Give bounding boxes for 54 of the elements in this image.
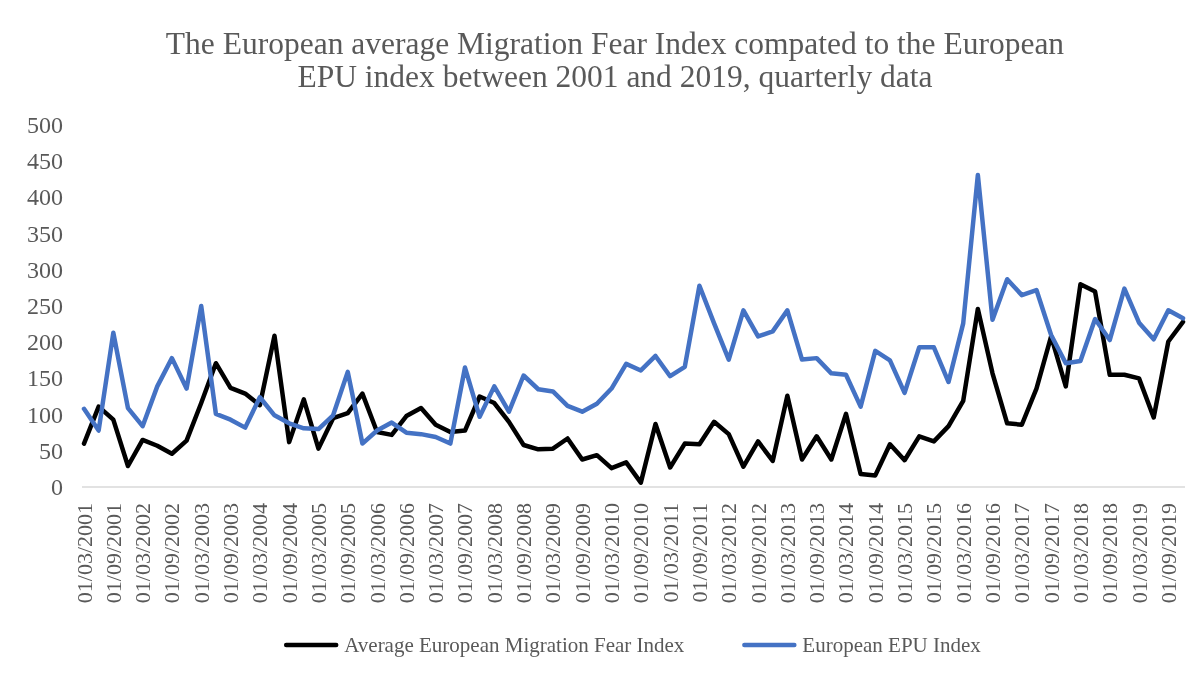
x-tick-label: 01/09/2011 [686,503,712,603]
line-series [81,172,1186,446]
y-tick-label: 450 [27,148,63,175]
x-tick-label: 01/09/2007 [452,503,478,604]
x-tick-label: 01/09/2006 [393,503,419,604]
x-tick-label: 01/03/2008 [481,503,507,604]
x-tick-label: 01/03/2016 [950,503,976,604]
x-tick-label: 01/09/2014 [862,503,888,604]
x-tick-label: 01/03/2004 [247,503,273,604]
x-tick-label: 01/03/2007 [423,503,449,604]
x-tick-label: 01/03/2014 [833,503,859,604]
x-tick-label: 01/03/2003 [188,503,214,604]
x-tick-label: 01/09/2001 [100,503,126,604]
y-tick-label: 150 [27,365,63,392]
x-tick-label: 01/03/2010 [599,503,625,604]
x-tick-label: 01/09/2008 [511,503,537,604]
legend-label: Average European Migration Fear Index [344,633,685,657]
x-tick-label: 01/03/2019 [1126,503,1152,604]
x-tick-label: 01/03/2013 [774,503,800,604]
x-tick-label: 01/09/2017 [1038,503,1064,604]
x-tick-label: 01/09/2018 [1097,503,1123,604]
x-tick-label: 01/09/2016 [980,503,1006,604]
y-tick-label: 0 [51,474,63,500]
y-tick-label: 350 [27,220,63,247]
y-tick-label: 500 [27,112,63,138]
x-tick-label: 01/03/2017 [1009,503,1035,604]
x-tick-label: 01/09/2002 [159,503,185,604]
y-tick-label: 250 [27,293,63,319]
x-tick-label: 01/03/2018 [1067,503,1093,604]
x-tick-label: 01/09/2019 [1155,503,1181,604]
y-tick-label: 300 [27,256,63,283]
x-tick-label: 01/03/2005 [305,503,331,604]
x-tick-label: 01/09/2013 [804,503,830,604]
x-tick-label: 01/09/2004 [276,503,302,604]
x-tick-label: 01/03/2009 [540,503,566,604]
x-tick-label: 01/03/2002 [130,503,156,604]
x-tick-label: 01/09/2012 [745,503,771,604]
x-tick-label: 01/09/2015 [921,503,947,604]
x-tick-label: 01/03/2015 [892,503,918,604]
x-tick-label: 01/03/2006 [364,503,390,604]
x-tick-label: 01/09/2010 [628,503,654,604]
x-tick-label: 01/09/2005 [335,503,361,604]
x-tick-label: 01/09/2003 [218,503,244,604]
line-series [81,282,1186,485]
y-tick-label: 400 [27,184,63,211]
y-tick-label: 200 [27,329,63,356]
y-tick-label: 50 [39,437,63,464]
y-tick-label: 100 [27,401,63,428]
x-tick-label: 01/09/2009 [569,503,595,604]
x-tick-label: 01/03/2012 [716,503,742,604]
chart-title: The European average Migration Fear Index compated to the European EPU index between 2001 and 2019, quarterly data [165,25,1065,94]
x-tick-label: 01/03/2011 [657,503,683,603]
x-tick-label: 01/03/2001 [71,503,97,604]
legend-label: European EPU Index [802,633,982,657]
